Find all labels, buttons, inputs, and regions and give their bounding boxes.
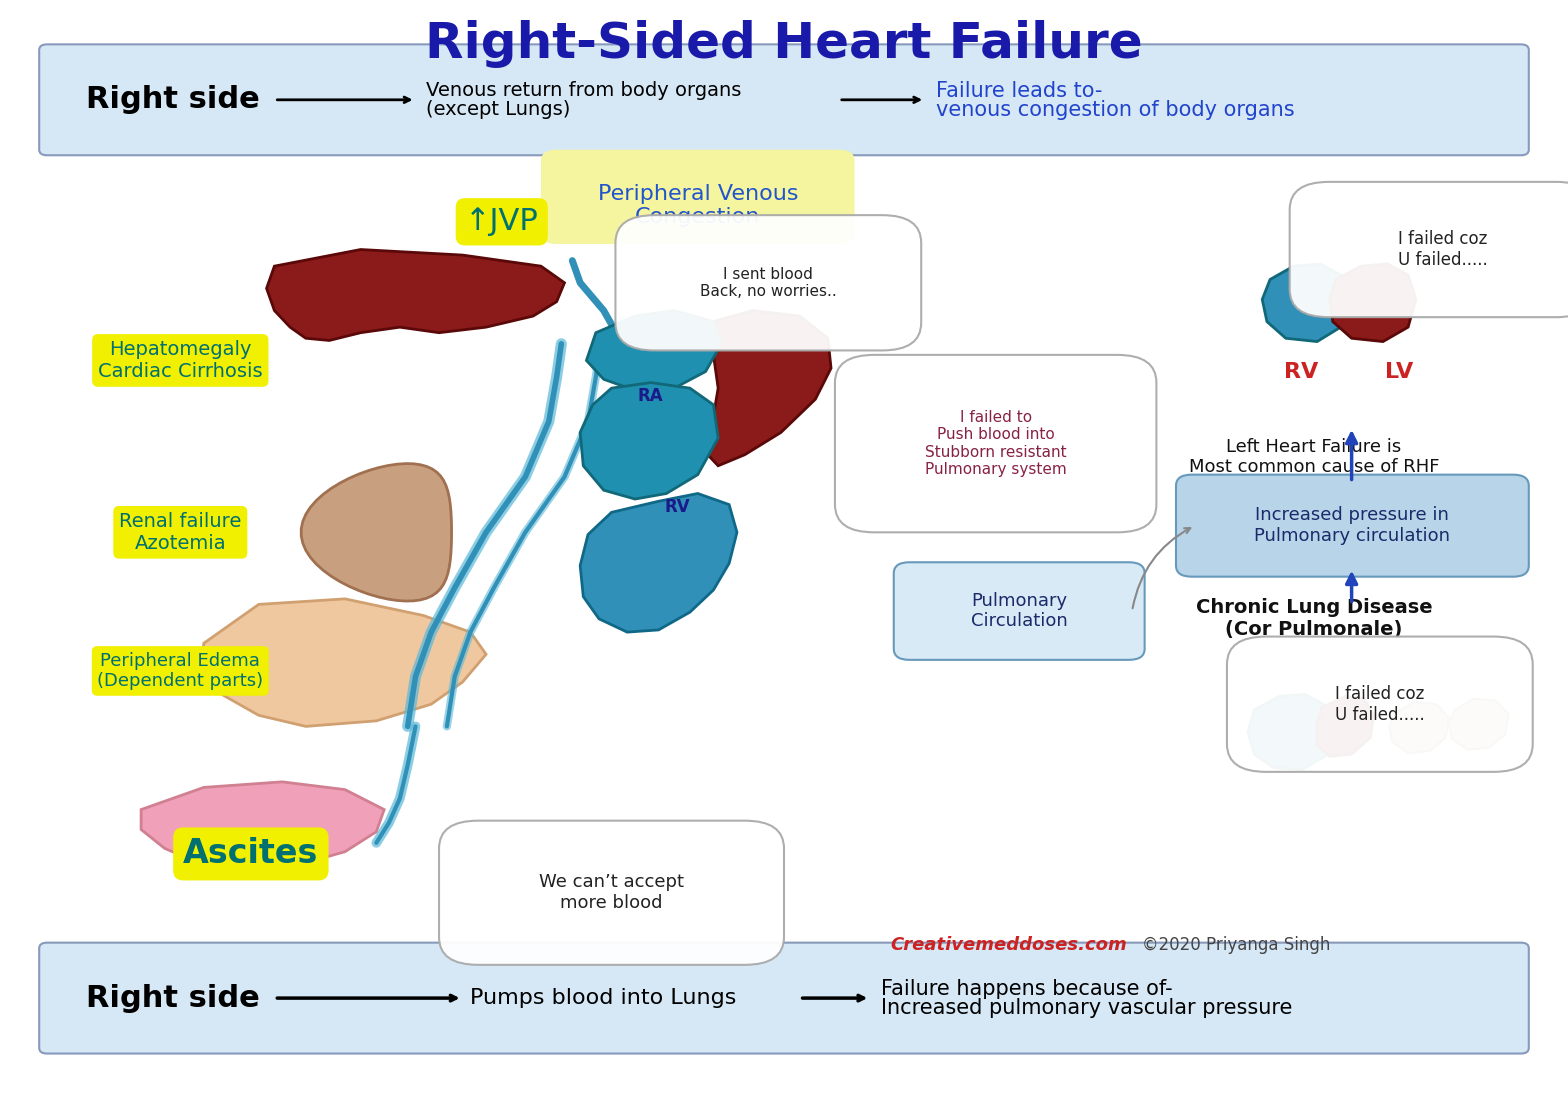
FancyBboxPatch shape: [834, 355, 1157, 532]
Text: Left Heart Failure is
Most common cause of RHF: Left Heart Failure is Most common cause …: [1189, 438, 1439, 476]
FancyBboxPatch shape: [894, 562, 1145, 660]
Text: RV: RV: [1284, 362, 1319, 381]
Text: LV: LV: [1385, 362, 1413, 381]
Polygon shape: [1330, 264, 1416, 342]
Polygon shape: [1317, 696, 1374, 756]
Text: ↑JVP: ↑JVP: [464, 207, 539, 236]
Text: I failed to
Push blood into
Stubborn resistant
Pulmonary system: I failed to Push blood into Stubborn res…: [925, 410, 1066, 477]
Polygon shape: [1449, 699, 1508, 750]
FancyBboxPatch shape: [541, 150, 855, 244]
FancyBboxPatch shape: [615, 215, 920, 350]
Polygon shape: [201, 599, 486, 726]
Text: Pumps blood into Lungs: Pumps blood into Lungs: [470, 988, 737, 1008]
Text: Hepatomegaly
Cardiac Cirrhosis: Hepatomegaly Cardiac Cirrhosis: [99, 340, 262, 380]
Text: Creativemeddoses.com: Creativemeddoses.com: [891, 936, 1127, 954]
Text: Peripheral Venous
Congestion: Peripheral Venous Congestion: [597, 184, 798, 226]
Text: Ascites: Ascites: [183, 837, 318, 871]
Text: Increased pressure in
Pulmonary circulation: Increased pressure in Pulmonary circulat…: [1254, 507, 1450, 545]
Polygon shape: [580, 494, 737, 632]
Text: Pulmonary
Circulation: Pulmonary Circulation: [971, 592, 1068, 630]
Polygon shape: [1389, 702, 1449, 753]
Text: Right side: Right side: [86, 85, 260, 114]
FancyBboxPatch shape: [39, 44, 1529, 155]
Text: Right side: Right side: [86, 984, 260, 1013]
FancyBboxPatch shape: [1226, 637, 1532, 772]
Text: Increased pulmonary vascular pressure: Increased pulmonary vascular pressure: [881, 998, 1292, 1018]
Text: I failed coz
U failed.....: I failed coz U failed.....: [1334, 685, 1425, 723]
FancyBboxPatch shape: [1289, 182, 1568, 317]
Polygon shape: [267, 250, 564, 340]
FancyBboxPatch shape: [1176, 475, 1529, 577]
Text: We can’t accept
more blood: We can’t accept more blood: [539, 874, 684, 912]
Text: ©2020 Priyanga Singh: ©2020 Priyanga Singh: [1142, 936, 1330, 954]
Polygon shape: [580, 383, 718, 499]
Polygon shape: [301, 464, 452, 601]
Text: Failure leads to-: Failure leads to-: [936, 81, 1102, 101]
FancyBboxPatch shape: [439, 821, 784, 965]
Polygon shape: [141, 782, 384, 871]
Text: Failure happens because of-: Failure happens because of-: [881, 979, 1173, 999]
Text: Peripheral Edema
(Dependent parts): Peripheral Edema (Dependent parts): [97, 652, 263, 690]
Text: venous congestion of body organs: venous congestion of body organs: [936, 100, 1295, 120]
Text: Renal failure
Azotemia: Renal failure Azotemia: [119, 512, 241, 552]
Text: Venous return from body organs: Venous return from body organs: [426, 81, 742, 101]
Polygon shape: [586, 311, 721, 390]
Text: Right-Sided Heart Failure: Right-Sided Heart Failure: [425, 20, 1143, 69]
Text: Chronic Lung Disease
(Cor Pulmonale): Chronic Lung Disease (Cor Pulmonale): [1196, 599, 1432, 639]
Text: I sent blood
Back, no worries..: I sent blood Back, no worries..: [699, 266, 837, 299]
Polygon shape: [1248, 694, 1333, 770]
Text: RA: RA: [638, 387, 663, 405]
Polygon shape: [702, 311, 831, 466]
Text: RV: RV: [665, 498, 690, 516]
Text: I failed coz
U failed.....: I failed coz U failed.....: [1397, 231, 1488, 268]
Text: (except Lungs): (except Lungs): [426, 100, 571, 120]
FancyBboxPatch shape: [39, 943, 1529, 1054]
Polygon shape: [1262, 264, 1348, 342]
